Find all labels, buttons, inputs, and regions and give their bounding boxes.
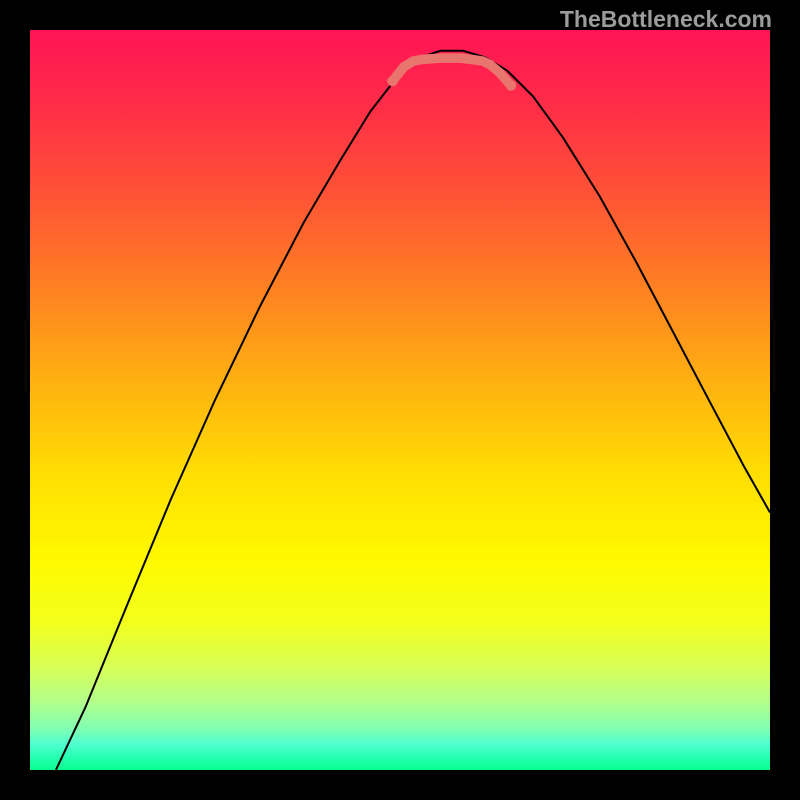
watermark: TheBottleneck.com <box>560 6 772 33</box>
chart-frame: TheBottleneck.com <box>0 0 800 800</box>
bottleneck-plot <box>30 30 770 770</box>
